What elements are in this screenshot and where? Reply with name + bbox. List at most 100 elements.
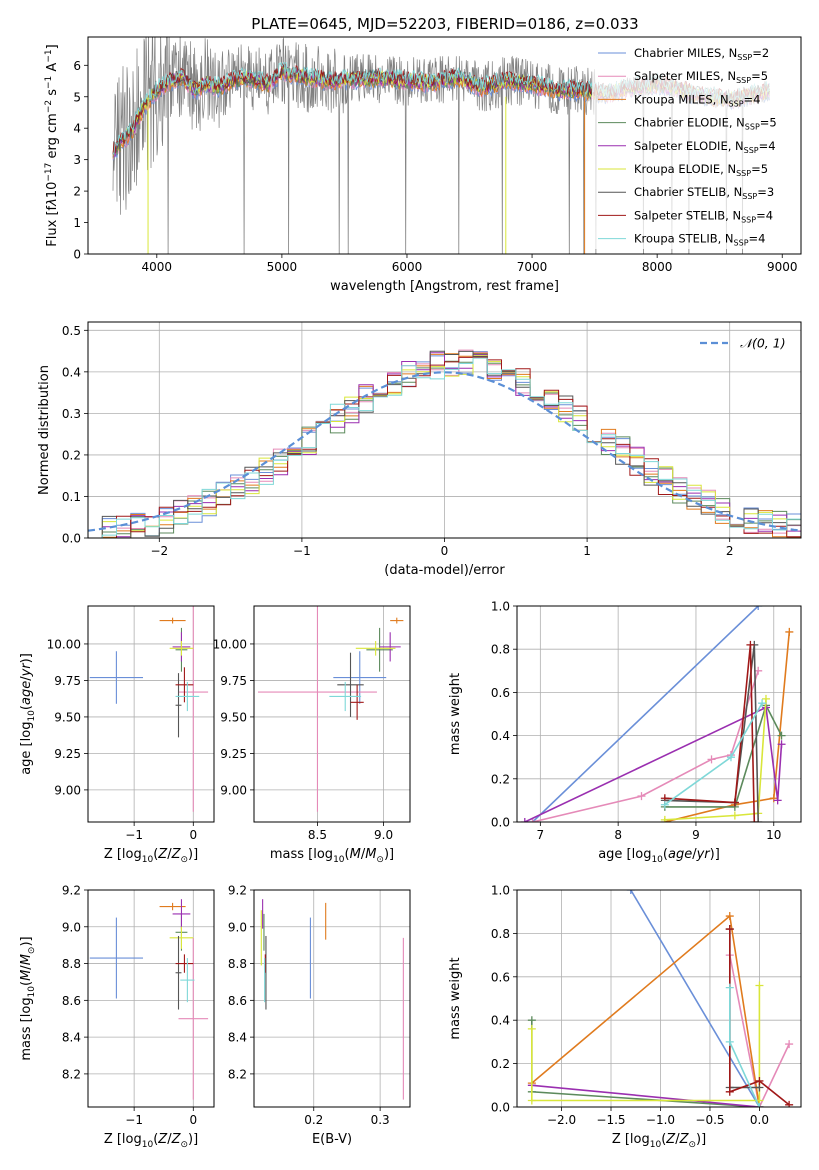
panel-age_vs_Z: −1 0 9.00 9.25 9.50 9.75 10.00 Z [log10(Z/Z⊙)] a… — [19, 605, 215, 865]
weight-series-line — [729, 987, 761, 1107]
legend: Chabrier MILES, NSSP=2 Salpeter MILES, NS… — [592, 42, 797, 249]
axes-frame — [516, 889, 802, 1108]
plus-marker — [730, 811, 739, 820]
plus-marker — [726, 753, 735, 762]
x-tick-label: 6000 — [392, 260, 423, 274]
legend-entry: Chabrier STELIB, NSSP=3 — [634, 185, 774, 201]
axes-frame — [253, 889, 411, 1108]
y-tick-label: 9.25 — [220, 747, 247, 761]
grid-lines — [254, 606, 410, 822]
panel-weight_vs_age: 7 8 9 10 0.0 0.2 0.4 0.6 0.8 1.0 age [log10(age/yr… — [448, 600, 802, 865]
y-tick-label: 0 — [73, 248, 81, 262]
weight-series-line — [630, 890, 761, 1107]
x-tick-label: 5000 — [267, 260, 298, 274]
plus-marker — [758, 699, 767, 708]
axis-ticks: 8.5 9.0 9.00 9.25 9.50 9.75 10.00 — [213, 637, 393, 842]
plus-marker — [707, 755, 716, 764]
y-tick-label: 9.75 — [54, 674, 81, 688]
weight-series-line — [532, 670, 759, 822]
axes-frame — [87, 36, 802, 255]
x-tick-label: 7 — [537, 828, 545, 842]
panel-residuals: −2 −1 0 1 2 0.0 0.1 0.2 0.3 0.4 0.5 (data-model)/er… — [37, 321, 802, 578]
weight-series — [528, 606, 763, 822]
normal-distribution-curve — [88, 371, 801, 532]
y-tick-label: 9.0 — [228, 920, 247, 934]
x-axis-label: E(B-V) — [312, 1132, 352, 1147]
error-bar-point — [355, 641, 396, 656]
error-bar-point — [350, 684, 364, 720]
plot-area — [257, 606, 404, 812]
error-bar-point — [257, 606, 377, 812]
y-tick-label: 0.4 — [62, 365, 81, 379]
y-tick-label: 9.0 — [62, 920, 81, 934]
legend-entry: Salpeter ELODIE, NSSP=4 — [634, 139, 776, 155]
figure-title: PLATE=0645, MJD=52203, FIBERID=0186, z=0… — [251, 15, 638, 33]
weight-series-line — [532, 606, 759, 822]
y-tick-label: 0.6 — [491, 970, 510, 984]
y-tick-label: 0.5 — [62, 324, 81, 338]
legend-entry: Salpeter MILES, NSSP=5 — [634, 69, 768, 85]
weight-series — [725, 983, 764, 1107]
axis-ticks: −1 0 8.2 8.4 8.6 8.8 9.0 9.2 — [62, 884, 197, 1128]
x-axis-label: Z [log10(Z/Z⊙)] — [104, 847, 198, 865]
x-tick-label: −2 — [150, 544, 168, 558]
y-tick-label: 0.8 — [491, 927, 510, 941]
plus-marker — [777, 740, 786, 749]
x-tick-label: 9000 — [767, 260, 798, 274]
error-bar-point — [180, 958, 195, 1003]
y-tick-label: 10.00 — [47, 637, 81, 651]
weight-series-line — [664, 698, 767, 821]
plus-marker — [754, 606, 763, 610]
plus-marker — [773, 796, 782, 805]
y-tick-label: 8.6 — [62, 994, 81, 1008]
panel-mass_vs_Z: −1 0 8.2 8.4 8.6 8.8 9.0 9.2 Z [log10(Z/Z⊙)] mass… — [19, 884, 215, 1150]
x-axis-label: wavelength [Angstrom, rest frame] — [330, 279, 559, 294]
axes-frame — [87, 889, 215, 1108]
plus-marker — [528, 818, 537, 822]
x-tick-label: −1 — [125, 1113, 143, 1127]
weight-series-line — [664, 631, 791, 822]
error-bar-point — [333, 651, 387, 704]
residual-histogram-step — [88, 352, 801, 538]
axes-frame — [253, 605, 411, 823]
x-tick-label: 0 — [441, 544, 449, 558]
y-tick-label: 0.2 — [491, 1057, 510, 1071]
y-tick-label: 9.00 — [54, 783, 81, 797]
legend-box — [592, 42, 797, 249]
plot-area — [520, 606, 794, 822]
legend-entry: Salpeter STELIB, NSSP=4 — [634, 208, 773, 224]
plus-marker — [527, 1024, 536, 1033]
plot-area — [260, 899, 404, 1100]
plus-marker — [725, 1087, 734, 1096]
weight-series-line — [524, 706, 783, 822]
axis-ticks: 7 8 9 10 0.0 0.2 0.4 0.6 0.8 1.0 — [491, 600, 782, 843]
plus-marker — [730, 798, 739, 807]
weight-series — [660, 640, 759, 822]
error-bar-point — [337, 652, 364, 717]
plus-marker — [754, 818, 763, 822]
y-tick-label: 8.6 — [228, 994, 247, 1008]
plus-marker — [520, 818, 529, 822]
y-tick-label: 1.0 — [491, 600, 510, 614]
plus-marker — [626, 890, 635, 894]
plus-marker — [725, 983, 734, 992]
y-tick-label: 9.50 — [220, 710, 247, 724]
y-tick-label: 8.2 — [62, 1067, 81, 1081]
weight-series-line — [664, 703, 783, 808]
error-bar-point — [159, 617, 186, 624]
weight-series-line — [531, 985, 761, 1102]
grid-lines — [88, 606, 214, 822]
grid-lines — [88, 889, 214, 1107]
weight-series-line — [531, 914, 761, 1107]
panel-weight_vs_Z: −2.0 −1.5 −1.0 −0.5 0.0 0.0 0.2 0.4 0.6 0.8 1.0 Z [… — [448, 884, 802, 1150]
x-tick-label: 8000 — [642, 260, 673, 274]
plus-marker — [527, 1096, 536, 1105]
plot-area — [89, 899, 209, 1100]
error-bar-point — [169, 926, 194, 949]
y-tick-label: 9.25 — [54, 747, 81, 761]
plus-marker — [746, 640, 755, 649]
y-axis-label: age [log10(age/yr)] — [19, 653, 37, 775]
y-axis-label: Normed distribution — [37, 365, 52, 495]
plus-marker — [660, 800, 669, 809]
